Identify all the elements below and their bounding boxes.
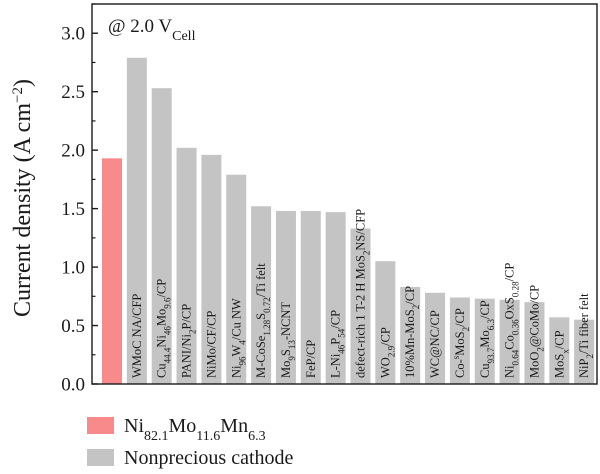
bar-label: Cu44.4Ni46Mo9.6/CP xyxy=(155,279,173,378)
bar-nonprecious xyxy=(499,299,520,384)
bar-nonprecious xyxy=(375,261,396,384)
bar-highlight xyxy=(102,158,122,384)
bar-nonprecious xyxy=(524,302,545,384)
y-tick-label: 1.0 xyxy=(61,258,85,279)
bar-label: MoSx/CP xyxy=(552,330,570,378)
bar-nonprecious xyxy=(251,206,272,384)
bar-label: WC@NC/CP xyxy=(428,310,442,378)
y-tick-label: 1.5 xyxy=(61,199,85,220)
bar-nonprecious xyxy=(474,298,495,384)
legend-swatch-highlight xyxy=(87,417,114,434)
y-tick-label: 0.5 xyxy=(61,316,85,337)
bar-label: Co-sMoS2/CP xyxy=(451,308,471,378)
y-tick-label: 2.0 xyxy=(61,141,85,162)
bar-label: MoO2@CoMo/CP xyxy=(527,285,545,378)
bar-label: WO2.9/CP xyxy=(378,327,396,378)
bar-label: Cu93.7Mo6.3/CP xyxy=(478,300,496,378)
y-tick-label: 0.0 xyxy=(61,375,85,396)
bar-nonprecious xyxy=(574,319,595,384)
bar-nonprecious xyxy=(549,317,570,384)
bar-label: 10%Mn-MoS2/CP xyxy=(403,286,421,378)
legend-label-highlight: Ni82.1Mo11.6Mn6.3 xyxy=(124,415,266,444)
bar-nonprecious xyxy=(126,57,147,385)
plot-frame xyxy=(91,3,598,385)
legend: Ni82.1Mo11.6Mn6.3 Nonprecious cathode xyxy=(87,415,294,469)
legend-label-nonprecious: Nonprecious cathode xyxy=(124,447,294,469)
bar-label: M-CoSe1.28S0.72/Ti felt xyxy=(254,263,272,378)
bar-label: Ni0.64Co0.36OxS0.28/CP xyxy=(503,263,521,378)
bar-label: Ni96W4/Cu NW xyxy=(229,298,247,378)
y-tick-label: 3.0 xyxy=(61,24,85,45)
bar-nonprecious xyxy=(176,147,197,384)
bar-nonprecious xyxy=(201,154,222,384)
bar-nonprecious xyxy=(449,297,470,384)
bar-nonprecious xyxy=(425,292,446,384)
bar-label: PANI/Ni2P/CP xyxy=(180,304,198,378)
bar-nonprecious xyxy=(275,210,296,384)
bar-label: NiMo/CF/CP xyxy=(204,311,218,378)
bar-labels-layer: WMoC NA/CFP Cu44.4Ni46Mo9.6/CP PANI/Ni2P/C… xyxy=(130,209,595,378)
bar-nonprecious xyxy=(226,174,247,384)
voltage-annotation: @ 2.0 VCell xyxy=(108,16,196,44)
bar-nonprecious xyxy=(400,286,421,384)
legend-swatch-nonprecious xyxy=(87,449,114,466)
bar-label: FeP/CP xyxy=(304,340,318,378)
bar-label: L-Ni46P54/CP xyxy=(329,310,347,378)
bar-nonprecious xyxy=(151,88,172,384)
bar-label: defect-rich 1 T-2 H MoS2NS/CFP xyxy=(354,209,372,378)
bar-nonprecious xyxy=(325,212,346,384)
bar-label: Mo9S13-NCNT xyxy=(279,302,297,378)
y-tick-label: 2.5 xyxy=(61,82,85,103)
bars-layer xyxy=(102,57,595,385)
bar-label: WMoC NA/CFP xyxy=(130,294,144,378)
bar-nonprecious xyxy=(300,210,321,384)
bar-nonprecious xyxy=(350,228,371,384)
y-axis-title: Current density (A cm−2) xyxy=(10,79,36,317)
bar-label: NiP2/Ti fiber felt xyxy=(577,293,595,378)
axes-layer: 0.0 0.5 1.0 1.5 2.0 2.5 3.0 Current density (A … xyxy=(10,3,598,396)
